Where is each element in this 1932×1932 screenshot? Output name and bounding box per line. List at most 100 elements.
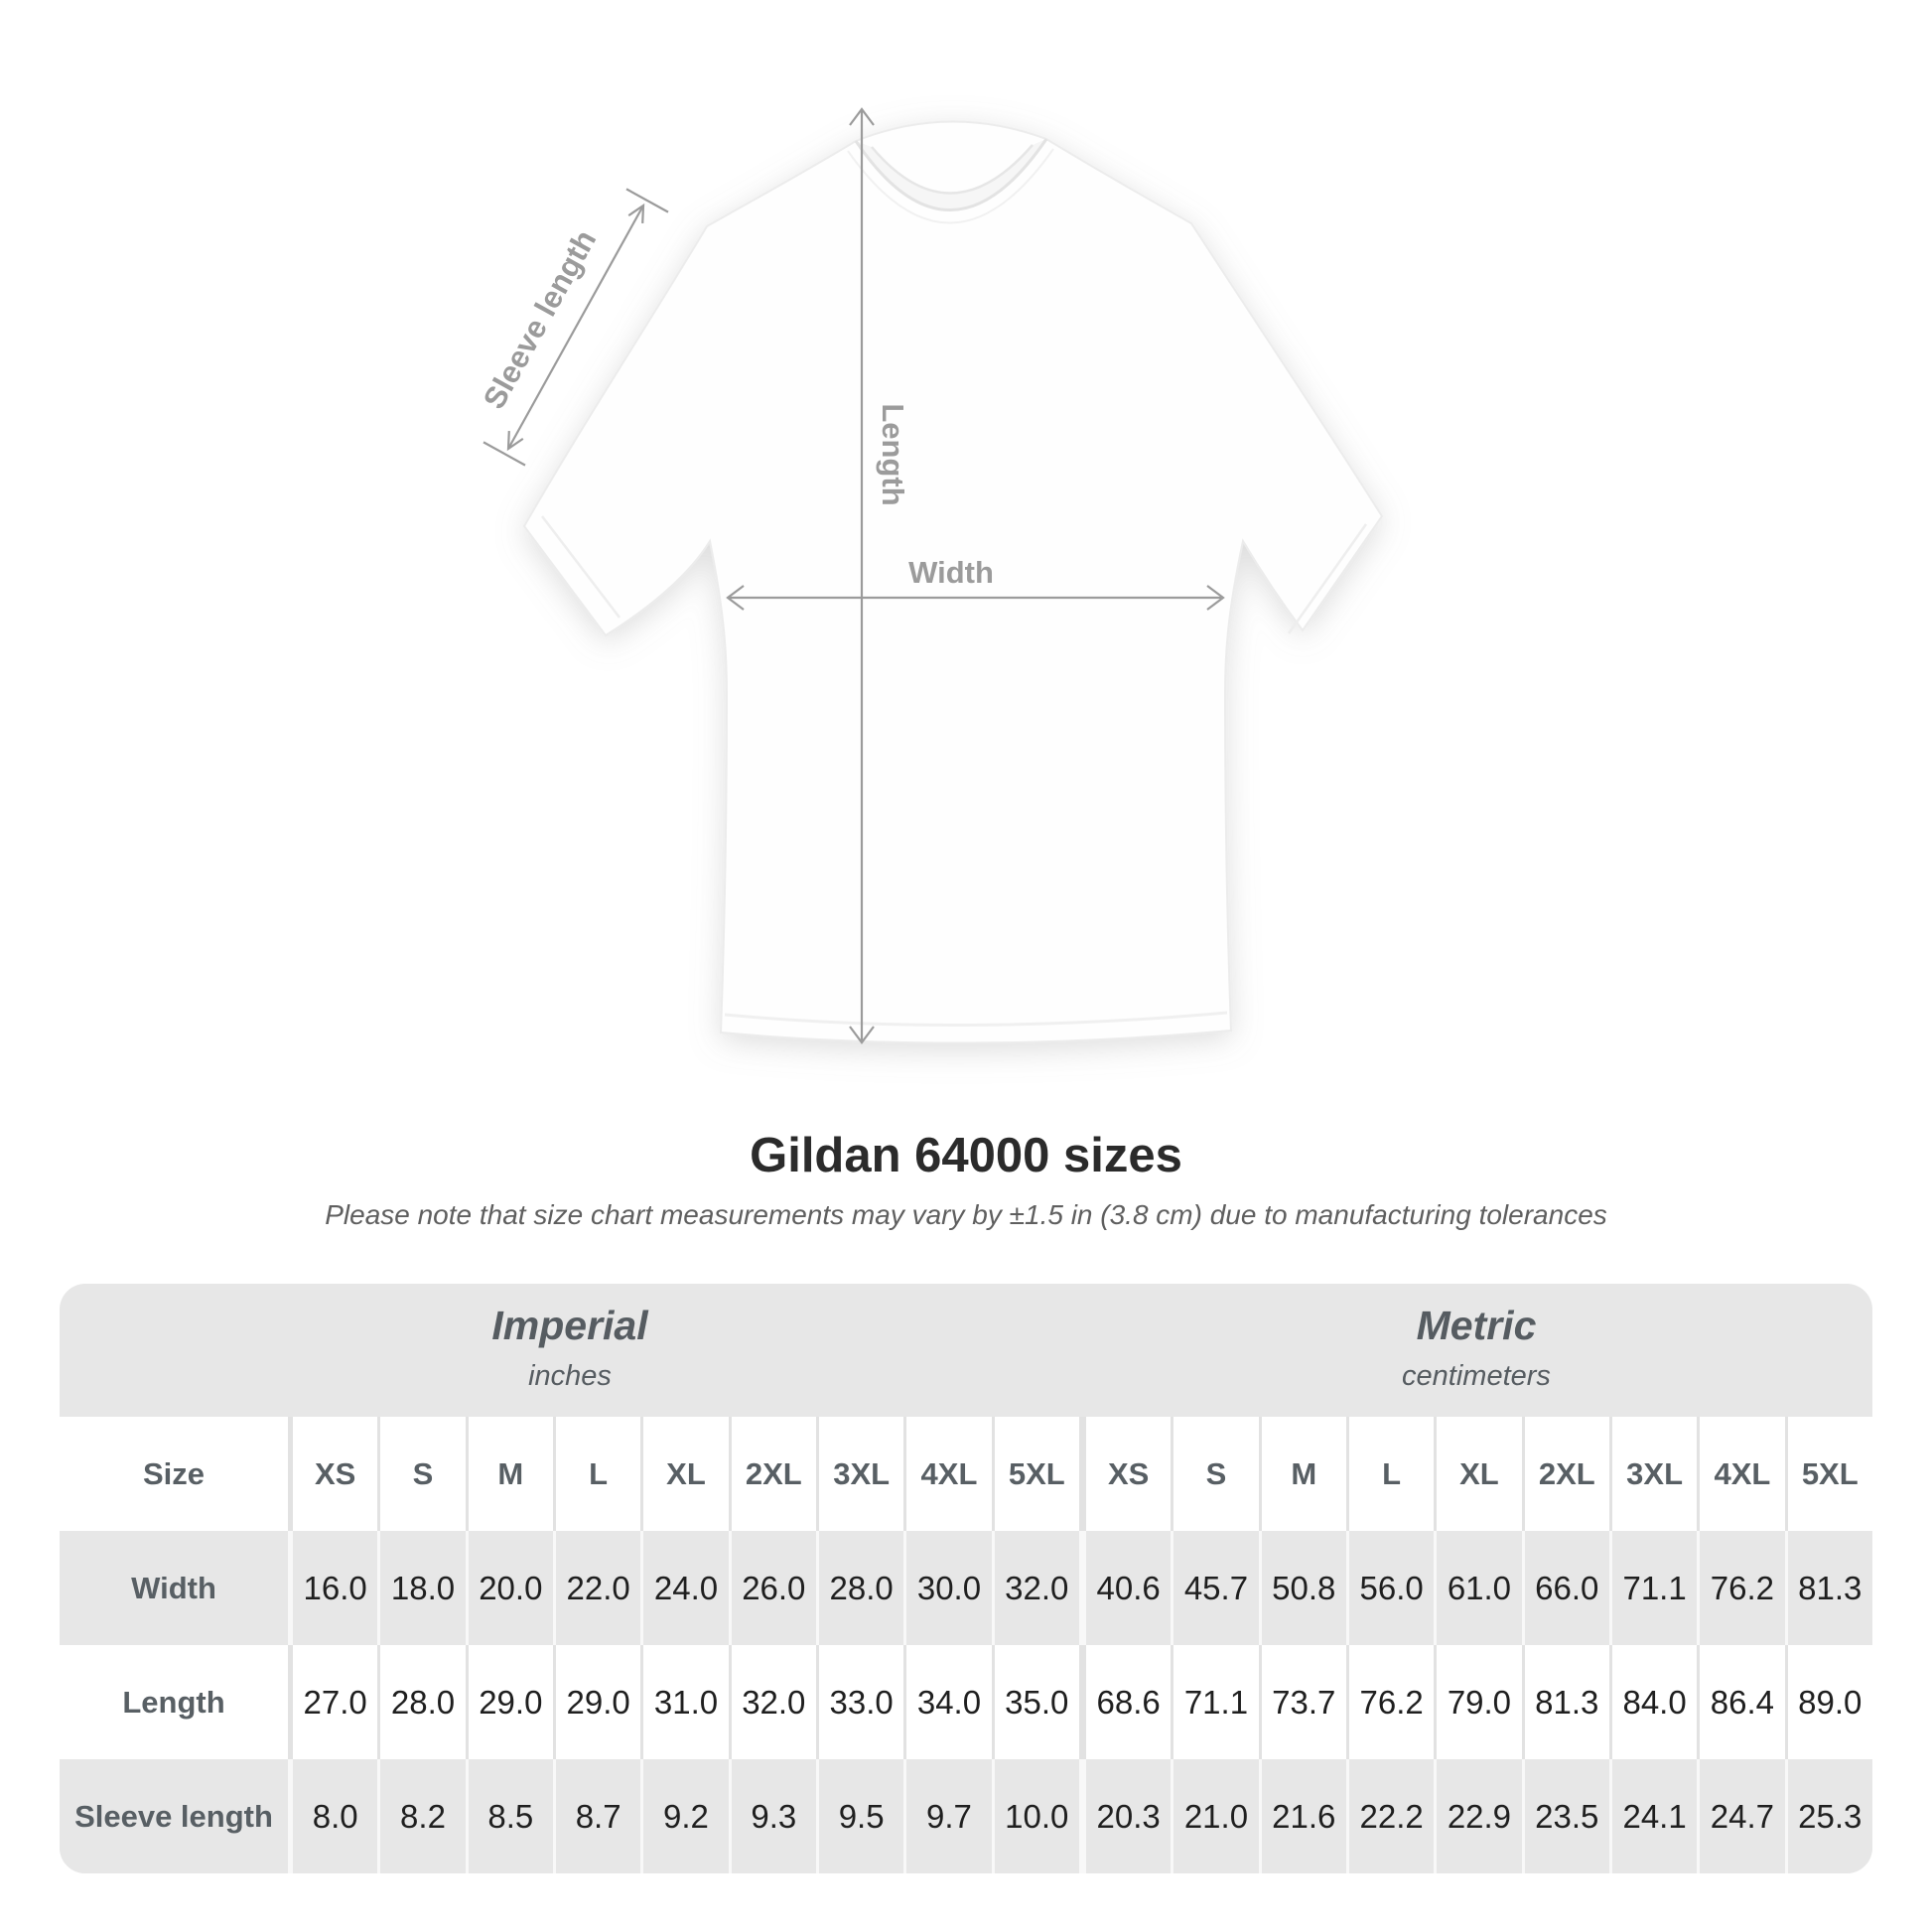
tshirt-size-diagram: Sleeve length Length Width xyxy=(477,107,1384,1044)
sleeve-length-imperial-value: 8.7 xyxy=(552,1759,640,1873)
sleeve-length-metric-value: 23.5 xyxy=(1521,1759,1609,1873)
sleeve-length-imperial-value: 9.5 xyxy=(815,1759,903,1873)
tolerance-note: Please note that size chart measurements… xyxy=(325,1198,1607,1230)
imperial-size-header-3xl: 3XL xyxy=(815,1417,903,1531)
sleeve-length-imperial-value: 8.5 xyxy=(465,1759,553,1873)
sleeve-length-imperial-value: 8.0 xyxy=(288,1759,377,1873)
sleeve-length-metric-value: 24.7 xyxy=(1697,1759,1784,1873)
width-imperial-value: 28.0 xyxy=(815,1531,903,1645)
metric-size-header-5xl: 5XL xyxy=(1784,1417,1872,1531)
length-imperial-value: 28.0 xyxy=(377,1645,465,1759)
width-metric-value: 66.0 xyxy=(1521,1531,1609,1645)
width-metric-value: 50.8 xyxy=(1258,1531,1346,1645)
length-imperial-value: 32.0 xyxy=(728,1645,816,1759)
measurement-row-width: Width 16.0 18.0 20.0 22.0 24.0 26.0 28.0 30.0 32.… xyxy=(60,1531,1872,1645)
imperial-size-header-5xl: 5XL xyxy=(991,1417,1079,1531)
sleeve-length-metric-value: 24.1 xyxy=(1608,1759,1697,1873)
width-imperial-value: 20.0 xyxy=(465,1531,553,1645)
tshirt-graphic xyxy=(483,107,1384,1044)
width-metric-value: 71.1 xyxy=(1608,1531,1697,1645)
collar-detail xyxy=(541,138,1368,1028)
sleeve-length-imperial-value: 10.0 xyxy=(991,1759,1079,1873)
width-imperial-value: 16.0 xyxy=(288,1531,377,1645)
length-metric-value: 76.2 xyxy=(1345,1645,1434,1759)
unit-header-row: Imperial inches Metric centimeters xyxy=(60,1284,1872,1417)
length-metric-value: 89.0 xyxy=(1784,1645,1872,1759)
width-metric-value: 45.7 xyxy=(1171,1531,1258,1645)
sleeve-length-metric-value: 25.3 xyxy=(1784,1759,1872,1873)
metric-size-header-xl: XL xyxy=(1434,1417,1521,1531)
length-metric-value: 71.1 xyxy=(1171,1645,1258,1759)
width-metric-value: 40.6 xyxy=(1078,1531,1171,1645)
row-label-sleeve-length: Sleeve length xyxy=(74,1798,273,1834)
sleeve-dimension-line xyxy=(483,188,669,467)
imperial-label: Imperial xyxy=(491,1303,648,1348)
length-imperial-value: 34.0 xyxy=(903,1645,991,1759)
row-label-length: Length xyxy=(122,1684,225,1720)
imperial-size-header-l: L xyxy=(552,1417,640,1531)
length-metric-value: 79.0 xyxy=(1434,1645,1521,1759)
width-metric-value: 76.2 xyxy=(1697,1531,1784,1645)
width-metric-value: 56.0 xyxy=(1345,1531,1434,1645)
imperial-size-header-xs: XS xyxy=(288,1417,377,1531)
metric-size-header-3xl: 3XL xyxy=(1608,1417,1697,1531)
width-metric-value: 81.3 xyxy=(1784,1531,1872,1645)
sleeve-length-metric-value: 22.2 xyxy=(1345,1759,1434,1873)
sleeve-length-imperial-value: 9.3 xyxy=(728,1759,816,1873)
metric-size-header-4xl: 4XL xyxy=(1697,1417,1784,1531)
width-dimension-line xyxy=(726,585,1225,611)
imperial-size-header-s: S xyxy=(377,1417,465,1531)
length-dimension-line xyxy=(849,107,875,1044)
imperial-size-header-xl: XL xyxy=(640,1417,728,1531)
tshirt-silhouette xyxy=(522,120,1384,1044)
width-imperial-value: 22.0 xyxy=(552,1531,640,1645)
metric-unit-header: Metric centimeters xyxy=(1080,1284,1872,1417)
imperial-unit-header: Imperial inches xyxy=(60,1284,1080,1417)
length-imperial-value: 27.0 xyxy=(288,1645,377,1759)
size-column-header: Size xyxy=(142,1455,206,1491)
length-imperial-value: 31.0 xyxy=(640,1645,728,1759)
metric-label: Metric xyxy=(1416,1303,1537,1348)
imperial-size-header-m: M xyxy=(465,1417,553,1531)
width-label: Width xyxy=(908,555,994,590)
width-imperial-value: 26.0 xyxy=(728,1531,816,1645)
length-metric-value: 86.4 xyxy=(1697,1645,1784,1759)
width-imperial-value: 18.0 xyxy=(377,1531,465,1645)
metric-sublabel: centimeters xyxy=(1402,1360,1551,1393)
measurement-row-length: Length 27.0 28.0 29.0 29.0 31.0 32.0 33.0 34.0 35… xyxy=(60,1645,1872,1759)
length-imperial-value: 33.0 xyxy=(815,1645,903,1759)
table-rows: Size XS S M L XL 2XL 3XL 4XL 5XL XS S M L XL 2XL 3XL 4XL 5… xyxy=(60,1417,1872,1873)
imperial-size-header-2xl: 2XL xyxy=(728,1417,816,1531)
length-imperial-value: 35.0 xyxy=(991,1645,1079,1759)
size-header-row: Size XS S M L XL 2XL 3XL 4XL 5XL XS S M L XL 2XL 3XL 4XL 5… xyxy=(60,1417,1872,1531)
metric-size-header-l: L xyxy=(1345,1417,1434,1531)
metric-size-header-s: S xyxy=(1171,1417,1258,1531)
sleeve-length-metric-value: 21.6 xyxy=(1258,1759,1346,1873)
metric-size-header-m: M xyxy=(1258,1417,1346,1531)
width-imperial-value: 30.0 xyxy=(903,1531,991,1645)
imperial-size-header-4xl: 4XL xyxy=(903,1417,991,1531)
sleeve-length-metric-value: 21.0 xyxy=(1171,1759,1258,1873)
sleeve-length-metric-value: 20.3 xyxy=(1078,1759,1171,1873)
width-imperial-value: 24.0 xyxy=(640,1531,728,1645)
sleeve-length-imperial-value: 9.2 xyxy=(640,1759,728,1873)
length-imperial-value: 29.0 xyxy=(552,1645,640,1759)
length-metric-value: 84.0 xyxy=(1608,1645,1697,1759)
length-imperial-value: 29.0 xyxy=(465,1645,553,1759)
length-metric-value: 68.6 xyxy=(1078,1645,1171,1759)
metric-size-header-2xl: 2XL xyxy=(1521,1417,1609,1531)
length-metric-value: 73.7 xyxy=(1258,1645,1346,1759)
size-chart-table: Imperial inches Metric centimeters Size X… xyxy=(60,1284,1872,1873)
length-label: Length xyxy=(876,403,910,506)
imperial-sublabel: inches xyxy=(528,1360,612,1393)
measurement-row-sleeve-length: Sleeve length 8.0 8.2 8.5 8.7 9.2 9.3 9.5 9.7 10.… xyxy=(60,1759,1872,1873)
length-metric-value: 81.3 xyxy=(1521,1645,1609,1759)
page-title: Gildan 64000 sizes xyxy=(750,1129,1182,1182)
sleeve-length-imperial-value: 9.7 xyxy=(903,1759,991,1873)
sleeve-length-metric-value: 22.9 xyxy=(1434,1759,1521,1873)
chart-heading: Gildan 64000 sizes Please note that size… xyxy=(0,1129,1932,1231)
width-imperial-value: 32.0 xyxy=(991,1531,1079,1645)
width-metric-value: 61.0 xyxy=(1434,1531,1521,1645)
metric-size-header-xs: XS xyxy=(1078,1417,1171,1531)
sleeve-length-imperial-value: 8.2 xyxy=(377,1759,465,1873)
